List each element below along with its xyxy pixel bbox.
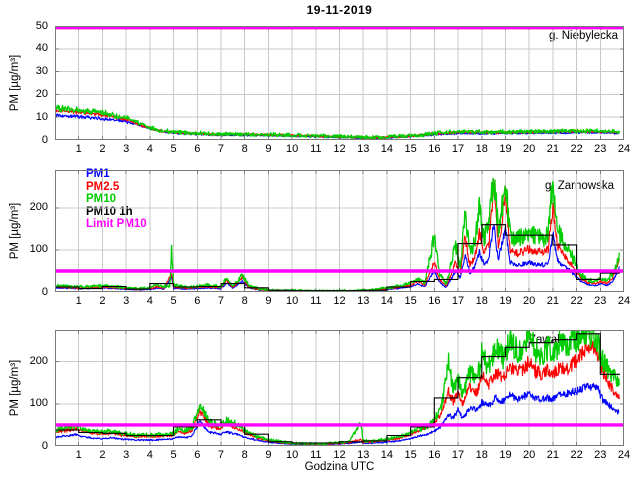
x-tick-label: 11 xyxy=(310,143,322,155)
x-tick-label: 8 xyxy=(241,143,248,155)
x-tick-label: 6 xyxy=(194,143,201,155)
x-tick-label: 11 xyxy=(310,449,322,461)
x-tick-label: 3 xyxy=(123,143,130,155)
x-tick-label: 7 xyxy=(217,295,225,307)
x-tick-label: 6 xyxy=(194,295,201,307)
x-tick-label: 4 xyxy=(146,449,153,461)
x-tick-label: 17 xyxy=(451,295,465,307)
x-tick-label: 13 xyxy=(357,143,370,155)
x-tick-label: 19 xyxy=(499,295,512,307)
x-tick-label: 14 xyxy=(380,295,394,307)
legend-item-limit-pm10: Limit PM10 xyxy=(86,218,147,231)
x-tick-label: 14 xyxy=(380,449,394,461)
plot-panel-1 xyxy=(55,26,624,140)
x-tick-label: 16 xyxy=(428,295,441,307)
x-tick-label: 20 xyxy=(523,143,536,155)
x-tick-label: 21 xyxy=(546,143,559,155)
y-axis-label-panel1: PM [µg/m³] xyxy=(9,54,21,112)
x-tick-label: 12 xyxy=(333,449,346,461)
x-tick-label: 5 xyxy=(170,449,177,461)
x-tick-label: 15 xyxy=(404,295,417,307)
x-tick-label: 7 xyxy=(217,449,225,461)
x-tick-label: 3 xyxy=(123,295,130,307)
x-tick-label: 16 xyxy=(428,449,441,461)
legend-item-pm10: PM10 xyxy=(86,193,117,206)
y-tick-label: 30 xyxy=(35,65,48,78)
x-tick-label: 22 xyxy=(570,143,583,155)
x-tick-label: 9 xyxy=(265,295,272,307)
y-tick-label: 40 xyxy=(35,42,48,55)
plot-panel-3 xyxy=(55,330,624,446)
chart-title: 19-11-2019 xyxy=(306,3,373,17)
x-tick-label: 7 xyxy=(217,143,225,155)
x-tick-label: 9 xyxy=(265,449,272,461)
x-tick-label: 24 xyxy=(617,449,631,461)
station-label-zarnowska: g. Zarnowska xyxy=(544,180,614,192)
y-tick-label: 200 xyxy=(29,355,48,368)
x-tick-label: 19 xyxy=(499,449,512,461)
plot-panel-2 xyxy=(55,170,624,292)
x-tick-label: 4 xyxy=(146,295,153,307)
x-tick-label: 5 xyxy=(170,143,177,155)
x-tick-label: 12 xyxy=(333,295,346,307)
x-tick-label: 24 xyxy=(617,295,631,307)
x-tick-label: 20 xyxy=(523,295,536,307)
x-tick-label: 13 xyxy=(357,295,370,307)
x-tick-label: 17 xyxy=(451,143,465,155)
y-tick-label: 0 xyxy=(41,285,48,298)
x-tick-label: 13 xyxy=(357,449,370,461)
x-tick-label: 2 xyxy=(99,143,106,155)
x-tick-label: 10 xyxy=(285,295,299,307)
x-tick-label: 16 xyxy=(428,143,441,155)
x-tick-label: 5 xyxy=(170,295,177,307)
x-tick-label: 1 xyxy=(75,295,82,307)
x-tick-label: 3 xyxy=(123,449,130,461)
x-tick-label: 2 xyxy=(99,295,106,307)
x-tick-label: 21 xyxy=(546,295,559,307)
x-tick-label: 23 xyxy=(594,143,607,155)
x-tick-label: 8 xyxy=(241,295,248,307)
x-tick-label: 23 xyxy=(594,295,607,307)
x-tick-label: 23 xyxy=(594,449,607,461)
x-axis-label: Godzina UTC xyxy=(304,461,375,473)
y-tick-label: 10 xyxy=(35,110,48,123)
x-tick-label: 14 xyxy=(380,143,394,155)
x-tick-label: 22 xyxy=(570,449,583,461)
x-tick-label: 10 xyxy=(285,143,299,155)
x-tick-label: 15 xyxy=(404,449,417,461)
x-tick-label: 10 xyxy=(285,449,299,461)
x-tick-label: 24 xyxy=(617,143,631,155)
y-tick-label: 200 xyxy=(29,201,48,214)
y-tick-label: 50 xyxy=(35,19,48,32)
x-tick-label: 18 xyxy=(475,143,488,155)
x-tick-label: 2 xyxy=(99,449,106,461)
x-tick-label: 6 xyxy=(194,449,201,461)
y-tick-label: 0 xyxy=(41,439,48,452)
x-tick-label: 9 xyxy=(265,143,272,155)
x-tick-label: 17 xyxy=(451,449,465,461)
x-tick-label: 18 xyxy=(475,449,488,461)
x-tick-label: 15 xyxy=(404,143,417,155)
x-tick-label: 1 xyxy=(75,449,82,461)
x-tick-label: 20 xyxy=(523,449,536,461)
x-tick-label: 19 xyxy=(499,143,512,155)
x-tick-label: 22 xyxy=(570,295,583,307)
x-tick-label: 18 xyxy=(475,295,488,307)
x-tick-label: 12 xyxy=(333,143,346,155)
x-tick-label: 11 xyxy=(310,295,322,307)
x-tick-label: 21 xyxy=(546,449,559,461)
y-tick-label: 100 xyxy=(29,243,48,256)
x-tick-label: 8 xyxy=(241,449,248,461)
x-tick-label: 1 xyxy=(75,143,82,155)
y-tick-label: 0 xyxy=(41,133,48,146)
y-tick-label: 20 xyxy=(35,87,48,100)
x-tick-label: 4 xyxy=(146,143,153,155)
legend-item-pm10-1h: PM10 1h xyxy=(86,205,133,218)
y-tick-label: 100 xyxy=(29,397,48,410)
